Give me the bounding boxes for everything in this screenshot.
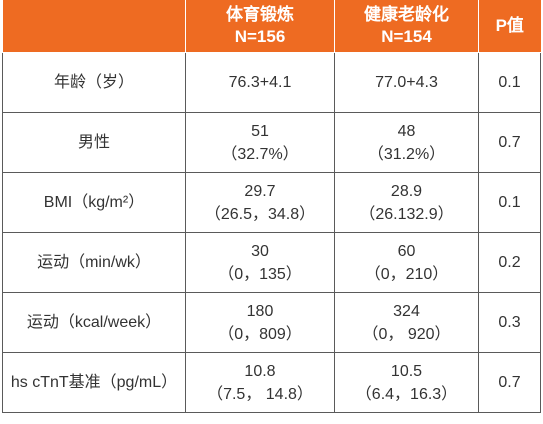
group1-value: 30 (251, 242, 269, 260)
table-header-row: 体育锻炼 N=156 健康老龄化 N=154 P值 (2, 0, 541, 53)
group1-value: 10.8 (244, 362, 276, 380)
group1-detail: （32.7%） (221, 145, 299, 163)
table-row: 年龄（岁） 76.3+4.1 77.0+4.3 0.1 (2, 52, 541, 113)
group2-value-cell: 10.5 （6.4，16.3） (334, 352, 479, 413)
header-group1-cell: 体育锻炼 N=156 (185, 0, 335, 53)
group2-detail: （26.132.9） (359, 205, 454, 223)
p-value: 0.2 (478, 232, 541, 293)
header-group1-n: N=156 (234, 27, 286, 46)
group2-detail: （0， 920） (362, 325, 451, 343)
group2-value: 10.5 (390, 362, 423, 380)
group1-value-cell: 29.7 （26.5，34.8） (185, 172, 335, 233)
group1-value: 29.7 (244, 182, 276, 200)
group2-value-cell: 77.0+4.3 (334, 52, 479, 113)
group1-detail: （0，809） (218, 325, 302, 343)
header-corner-cell (2, 0, 186, 53)
group2-value-cell: 28.9 （26.132.9） (334, 172, 479, 233)
header-group2-title: 健康老龄化 (364, 5, 449, 24)
baseline-characteristics-table: 体育锻炼 N=156 健康老龄化 N=154 P值 年龄（岁） 76.3+4.1… (2, 0, 541, 413)
table-row: hs cTnT基准（pg/mL） 10.8 （7.5， 14.8） 10.5 （… (2, 352, 541, 413)
group1-value-cell: 180 （0，809） (185, 292, 335, 353)
group1-value: 51 (251, 122, 269, 140)
group1-value-cell: 30 （0，135） (185, 232, 335, 293)
p-value: 0.7 (478, 352, 541, 413)
table-row: BMI（kg/m²） 29.7 （26.5，34.8） 28.9 （26.132… (2, 172, 541, 233)
group1-detail: （26.5，34.8） (204, 205, 316, 223)
group2-detail: （31.2%） (367, 145, 446, 163)
group2-detail: （6.4，16.3） (355, 385, 458, 403)
table-row: 运动（kcal/week） 180 （0，809） 324 （0， 920） 0… (2, 292, 541, 353)
group1-detail: （0，135） (218, 265, 302, 283)
header-pvalue-cell: P值 (478, 0, 541, 53)
row-label: 运动（min/wk） (2, 232, 186, 293)
group1-value-cell: 76.3+4.1 (185, 52, 335, 113)
row-label: 年龄（岁） (2, 52, 186, 113)
group1-value-cell: 51 （32.7%） (185, 112, 335, 173)
group2-detail: （0，210） (364, 265, 449, 283)
header-group2-n: N=154 (381, 27, 432, 46)
group2-value-cell: 48 （31.2%） (334, 112, 479, 173)
group2-value: 324 (393, 302, 420, 320)
group2-value-cell: 324 （0， 920） (334, 292, 479, 353)
group1-value: 180 (246, 302, 274, 320)
group2-value: 28.9 (390, 182, 423, 200)
row-label: BMI（kg/m²） (2, 172, 186, 233)
group2-value-cell: 60 （0，210） (334, 232, 479, 293)
p-value: 0.1 (478, 52, 541, 113)
row-label: hs cTnT基准（pg/mL） (2, 352, 186, 413)
bottom-margin (0, 419, 543, 424)
group2-value: 60 (397, 242, 416, 260)
p-value: 0.7 (478, 112, 541, 173)
header-group1-title: 体育锻炼 (226, 5, 294, 24)
table-row: 男性 51 （32.7%） 48 （31.2%） 0.7 (2, 112, 541, 173)
group1-value: 76.3+4.1 (228, 74, 292, 91)
group2-value: 77.0+4.3 (375, 74, 438, 91)
group2-value: 48 (397, 122, 416, 140)
group1-value-cell: 10.8 （7.5， 14.8） (185, 352, 335, 413)
p-value: 0.1 (478, 172, 541, 233)
row-label: 男性 (2, 112, 186, 173)
row-label: 运动（kcal/week） (2, 292, 186, 353)
group1-detail: （7.5， 14.8） (207, 385, 313, 403)
header-group2-cell: 健康老龄化 N=154 (334, 0, 479, 53)
p-value: 0.3 (478, 292, 541, 353)
table-row: 运动（min/wk） 30 （0，135） 60 （0，210） 0.2 (2, 232, 541, 293)
